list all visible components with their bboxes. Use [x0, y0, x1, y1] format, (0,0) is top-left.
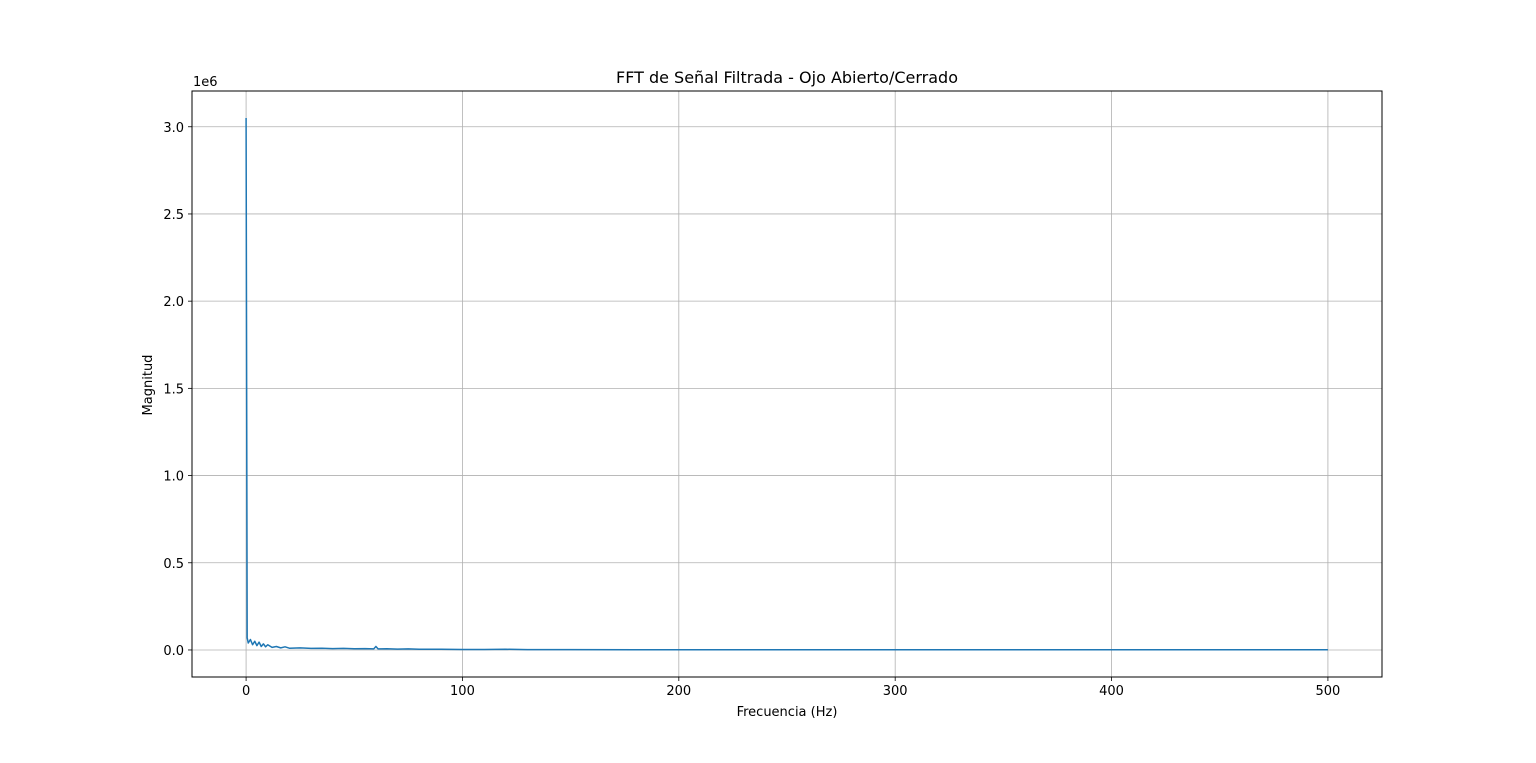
y-offset-label: 1e6 — [193, 75, 218, 90]
x-axis-label: Frecuencia (Hz) — [737, 705, 838, 720]
y-tick-label: 0.0 — [163, 644, 184, 659]
fft-magnitude-line — [245, 118, 1328, 651]
x-tick-label: 400 — [1099, 684, 1124, 699]
x-tick-label: 500 — [1315, 684, 1340, 699]
x-axis-ticks: 0 100 200 300 400 500 — [242, 677, 1340, 699]
x-tick-label: 200 — [666, 684, 691, 699]
y-tick-label: 3.0 — [163, 121, 184, 136]
grid-lines — [192, 91, 1382, 677]
plot-area — [245, 118, 1328, 651]
x-tick-label: 0 — [242, 684, 250, 699]
x-tick-label: 100 — [450, 684, 475, 699]
x-tick-label: 300 — [883, 684, 908, 699]
y-axis-ticks: 0.0 0.5 1.0 1.5 2.0 2.5 3.0 — [163, 121, 192, 659]
y-tick-label: 1.0 — [163, 470, 184, 485]
axes-frame — [191, 90, 1383, 678]
y-tick-label: 1.5 — [163, 382, 184, 397]
chart-title: FFT de Señal Filtrada - Ojo Abierto/Cerr… — [616, 68, 958, 87]
y-tick-label: 0.5 — [163, 557, 184, 572]
y-tick-label: 2.5 — [163, 208, 184, 223]
y-tick-label: 2.0 — [163, 295, 184, 310]
y-axis-label: Magnitud — [141, 355, 156, 416]
